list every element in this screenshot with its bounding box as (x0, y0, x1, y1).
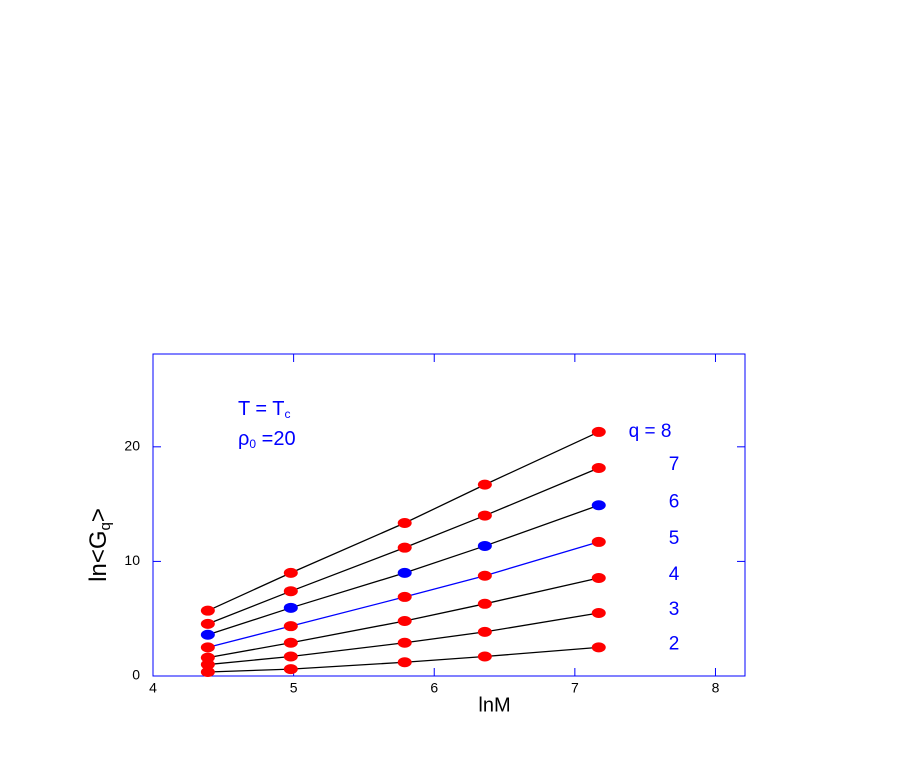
annotation-sub: c (285, 407, 291, 421)
series-label: 3 (669, 599, 680, 620)
annotation-part: ρ (238, 428, 249, 450)
data-point (283, 602, 298, 613)
y-axis-label-part: > (85, 508, 112, 522)
data-point (200, 642, 215, 653)
series-label: 6 (669, 491, 680, 512)
y-tick-label: 20 (124, 438, 140, 454)
data-point (591, 607, 606, 618)
x-tick-label: 8 (712, 680, 720, 696)
annotation-part: T = T (238, 398, 285, 420)
data-point (477, 540, 492, 551)
data-point (283, 621, 298, 632)
series-label: 5 (669, 528, 680, 549)
data-point (591, 642, 606, 653)
data-point (200, 652, 215, 663)
y-axis-label-sub: q (97, 522, 114, 530)
data-point (397, 518, 412, 529)
data-point (283, 586, 298, 597)
data-point (200, 629, 215, 640)
data-point (591, 573, 606, 584)
data-point (200, 605, 215, 616)
data-point (477, 626, 492, 637)
annotation-sub: 0 (249, 437, 256, 451)
data-point (477, 570, 492, 581)
data-point (397, 657, 412, 668)
x-tick-label: 4 (149, 680, 157, 696)
data-point (591, 536, 606, 547)
y-axis-label: ln<Gq> (85, 508, 114, 582)
x-tick-label: 7 (571, 680, 579, 696)
data-point (283, 637, 298, 648)
x-tick-label: 5 (290, 680, 298, 696)
data-point (200, 659, 215, 670)
y-tick-label: 10 (124, 552, 140, 568)
x-axis-label: lnM (478, 694, 510, 716)
annotation: ρ0 =20 (238, 428, 296, 451)
data-point (283, 664, 298, 675)
data-point (397, 637, 412, 648)
data-point (397, 542, 412, 553)
plot-frame (152, 353, 746, 677)
data-point (477, 479, 492, 490)
data-point (591, 500, 606, 511)
series-label: q = 8 (629, 421, 672, 442)
series-label: 2 (669, 633, 680, 654)
data-point (591, 463, 606, 474)
annotation: T = Tc (238, 398, 291, 421)
data-point (477, 510, 492, 521)
data-point (200, 666, 215, 677)
data-point (397, 615, 412, 626)
data-point (591, 426, 606, 437)
series-label: 7 (669, 454, 680, 475)
x-tick-label: 6 (430, 680, 438, 696)
y-tick-label: 0 (132, 667, 140, 683)
data-point (477, 598, 492, 609)
y-axis-label-part: ln<G (85, 530, 112, 581)
data-point (283, 567, 298, 578)
data-point (397, 591, 412, 602)
data-point (200, 618, 215, 629)
series-label: 4 (669, 564, 680, 585)
data-point (283, 651, 298, 662)
data-point (477, 651, 492, 662)
data-point (397, 567, 412, 578)
annotation-part: =20 (256, 428, 295, 450)
